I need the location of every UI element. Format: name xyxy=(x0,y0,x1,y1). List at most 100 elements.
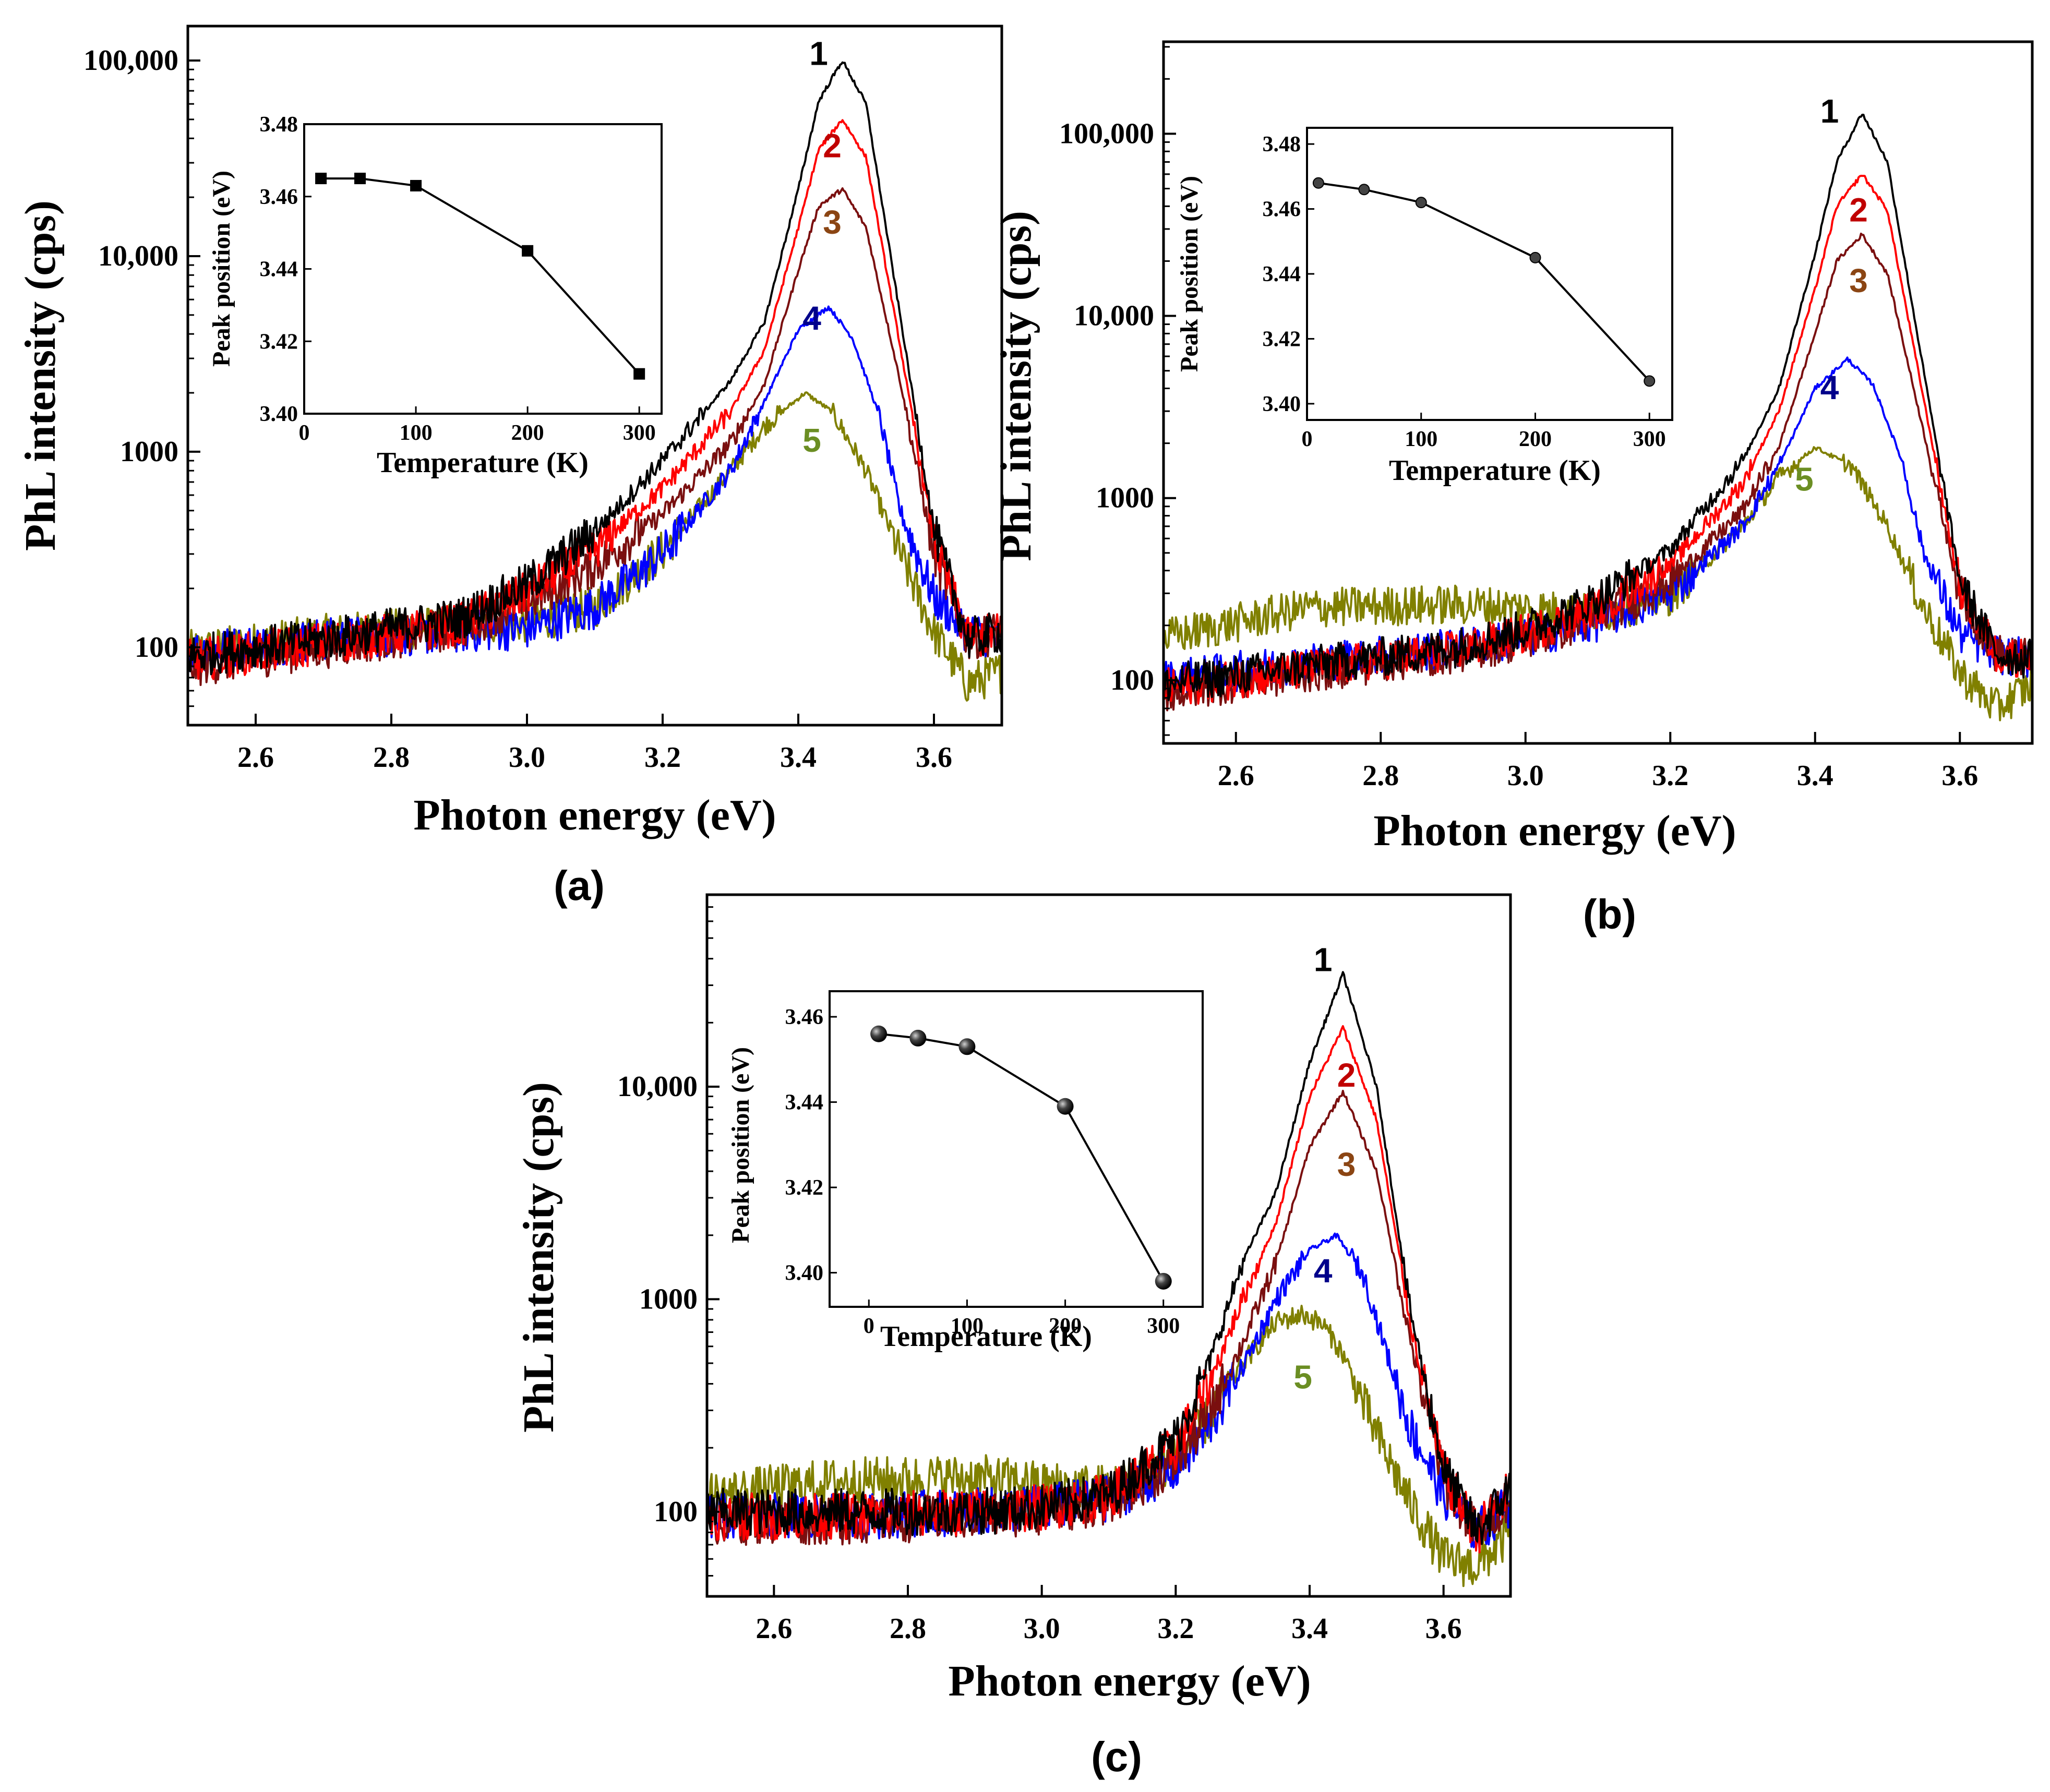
curve-label-1: 1 xyxy=(809,34,828,72)
y-tick-label: 10,000 xyxy=(98,240,178,272)
inset-x-tick-label: 300 xyxy=(1147,1314,1180,1338)
panel-c-curve-labels: 1 2 3 4 5 xyxy=(1293,941,1356,1396)
inset-y-tick-label: 3.48 xyxy=(1263,133,1301,157)
curve-label-5: 5 xyxy=(1293,1358,1312,1396)
panel-c-label: (c) xyxy=(1091,1734,1142,1780)
panel-c-curve-1 xyxy=(706,971,1512,1545)
inset-point xyxy=(1057,1098,1074,1115)
inset-point xyxy=(354,173,366,185)
panel-a-curve-2 xyxy=(187,119,1003,680)
inset-point xyxy=(1415,197,1427,209)
panel-c-inset-data xyxy=(870,1025,1172,1290)
x-tick-label: 3.2 xyxy=(644,741,681,774)
inset-point xyxy=(633,368,645,380)
panel-b-ylabel: PhL intensity (cps) xyxy=(992,211,1040,561)
panel-b-inset-ticks: 0 100 200 300 3.40 3.42 3.44 3.46 3.48 xyxy=(1263,133,1666,451)
curve-label-5: 5 xyxy=(1795,460,1814,498)
panel-b-axes-frame xyxy=(1162,40,2034,745)
inset-point xyxy=(870,1025,888,1042)
panel-a-curve-1 xyxy=(187,61,1003,676)
panel-a-axes-frame xyxy=(186,25,1003,727)
y-tick-label: 100 xyxy=(1110,664,1154,696)
inset-y-tick-label: 3.40 xyxy=(260,402,298,426)
panel-a-label: (a) xyxy=(554,862,605,909)
curve-label-1: 1 xyxy=(1314,941,1333,978)
inset-x-tick-label: 200 xyxy=(511,421,544,445)
inset-x-tick-label: 200 xyxy=(1049,1314,1082,1338)
inset-point xyxy=(909,1029,927,1047)
inset-point xyxy=(1312,177,1324,189)
panel-a-curves xyxy=(187,61,1003,702)
panel-b-curve-labels: 1 2 3 4 5 xyxy=(1795,92,1868,498)
x-tick-label: 3.2 xyxy=(1157,1613,1194,1645)
inset-x-tick-label: 100 xyxy=(951,1314,984,1338)
panel-a-inset-frame xyxy=(303,123,663,415)
y-tick-label: 100 xyxy=(135,631,178,664)
x-tick-label: 2.6 xyxy=(1218,760,1254,792)
y-tick-label: 1000 xyxy=(639,1283,698,1315)
y-tick-label: 1000 xyxy=(1096,482,1154,514)
curve-label-1: 1 xyxy=(1820,92,1839,130)
inset-x-tick-label: 300 xyxy=(1633,427,1666,451)
panel-a-curve-labels: 1 2 3 4 5 xyxy=(802,34,842,459)
x-tick-label: 3.4 xyxy=(1797,760,1833,792)
panel-b-inset: 0 100 200 300 3.40 3.42 3.44 3.46 3.48 Temperatu… xyxy=(1176,127,1673,487)
inset-y-tick-label: 3.42 xyxy=(260,330,298,354)
panel-c-inset-frame xyxy=(829,990,1204,1308)
inset-x-tick-label: 200 xyxy=(1519,427,1552,451)
inset-y-tick-label: 3.42 xyxy=(1263,327,1301,351)
inset-y-tick-label: 3.40 xyxy=(785,1261,824,1285)
inset-x-tick-label: 0 xyxy=(1302,427,1313,451)
x-tick-label: 3.6 xyxy=(1425,1613,1462,1645)
x-tick-label: 2.6 xyxy=(756,1613,792,1645)
inset-point xyxy=(315,173,327,185)
inset-x-tick-label: 300 xyxy=(623,421,656,445)
panel-c-inset-xlabel: Temperature (K) xyxy=(880,1320,1092,1353)
inset-point xyxy=(522,245,534,257)
x-tick-label: 3.4 xyxy=(780,741,817,774)
inset-x-tick-label: 100 xyxy=(1405,427,1437,451)
inset-y-tick-label: 3.44 xyxy=(260,258,298,282)
inset-y-tick-label: 3.48 xyxy=(260,113,298,137)
panel-c-inset-ticks: 0 100 200 300 3.40 3.42 3.44 3.46 xyxy=(785,1005,1180,1338)
y-tick-label: 100 xyxy=(654,1496,698,1528)
curve-label-4: 4 xyxy=(1820,369,1839,406)
panel-a-xlabel: Photon energy (eV) xyxy=(413,791,776,839)
inset-y-tick-label: 3.44 xyxy=(785,1091,824,1115)
inset-point xyxy=(1358,184,1370,196)
panel-b-inset-ylabel: Peak position (eV) xyxy=(1176,176,1203,372)
panel-c-ylabel: PhL intensity (cps) xyxy=(514,1082,563,1433)
inset-y-tick-label: 3.42 xyxy=(785,1176,824,1200)
panel-a-inset: 0 100 200 300 3.40 3.42 3.44 3.46 3.48 Temperatu… xyxy=(208,113,663,479)
x-tick-label: 3.0 xyxy=(1024,1613,1060,1645)
panel-b-inset-frame xyxy=(1306,127,1673,421)
x-tick-label: 2.8 xyxy=(373,741,410,774)
x-tick-label: 3.6 xyxy=(1941,760,1978,792)
panel-c-curve-5 xyxy=(706,1305,1512,1587)
panel-c-xlabel: Photon energy (eV) xyxy=(948,1657,1311,1705)
y-tick-label: 100,000 xyxy=(83,44,178,77)
curve-label-3: 3 xyxy=(1337,1146,1356,1183)
inset-y-tick-label: 3.46 xyxy=(1263,198,1301,222)
curve-label-4: 4 xyxy=(802,299,821,337)
inset-point xyxy=(410,179,422,191)
inset-point xyxy=(1529,251,1541,263)
inset-y-tick-label: 3.46 xyxy=(260,185,298,209)
x-tick-label: 3.6 xyxy=(916,741,952,774)
curve-label-4: 4 xyxy=(1314,1252,1333,1290)
panel-a-inset-ylabel: Peak position (eV) xyxy=(208,171,235,367)
curve-label-2: 2 xyxy=(1849,191,1868,229)
panel-c-curves xyxy=(706,971,1512,1587)
panel-c-inset: 0 100 200 300 3.40 3.42 3.44 3.46 Temperature (… xyxy=(727,990,1204,1353)
curve-label-5: 5 xyxy=(802,422,821,459)
panel-c-inset-ylabel: Peak position (eV) xyxy=(727,1047,754,1243)
inset-x-tick-label: 100 xyxy=(400,421,433,445)
panel-a-curve-5 xyxy=(187,391,1002,702)
